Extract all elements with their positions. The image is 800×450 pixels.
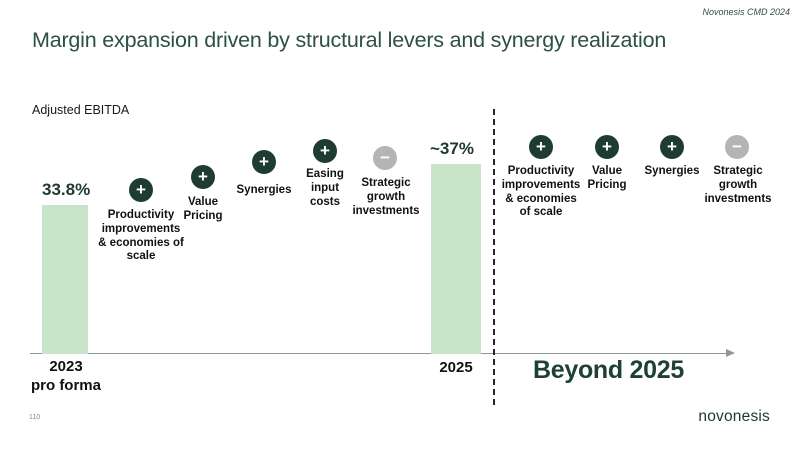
bar-2025 (431, 164, 481, 354)
plus-icon: + (313, 139, 337, 163)
lever-label-productivity-beyond: Productivity improvements & economies of… (501, 165, 581, 219)
plus-icon: + (529, 135, 553, 159)
lever-label-synergies: Synergies (236, 184, 292, 196)
plus-icon: + (191, 165, 215, 189)
bar-2023-category-label: 2023 pro forma (30, 358, 101, 394)
bar-2023-value: 33.8% (42, 180, 91, 199)
lever-label-strategic-growth-beyond: Strategic growth investments (704, 165, 772, 205)
plus-icon: + (660, 135, 684, 159)
metric-label: Adjusted EBITDA (32, 103, 130, 117)
x-axis-arrow-icon (726, 349, 735, 357)
lever-label-productivity: Productivity improvements & economies of… (98, 209, 184, 263)
bar-2025-value: ~37% (430, 139, 474, 158)
plus-icon: + (129, 178, 153, 202)
plus-icon: + (252, 150, 276, 174)
lever-label-synergies-beyond: Synergies (644, 165, 700, 177)
beyond-2025-label: Beyond 2025 (533, 356, 684, 384)
page-title: Margin expansion driven by structural le… (32, 28, 667, 52)
page-number: 110 (29, 414, 41, 421)
bar-2023-pro-forma (42, 205, 88, 354)
bar-2025-category-label: 2025 (439, 359, 473, 376)
lever-label-easing-input-costs: Easing input costs (306, 168, 344, 208)
minus-icon: − (373, 146, 397, 170)
plus-icon: + (595, 135, 619, 159)
novonesis-logo: novonesis (698, 408, 770, 425)
lever-label-strategic-growth: Strategic growth investments (352, 177, 420, 217)
x-axis-line (30, 353, 726, 354)
lever-label-value-pricing: Value Pricing (183, 196, 223, 222)
lever-label-value-pricing-beyond: Value Pricing (587, 165, 627, 191)
dashed-divider-line (493, 109, 495, 405)
slide-header-note: Novonesis CMD 2024 (702, 7, 790, 17)
minus-icon: − (725, 135, 749, 159)
